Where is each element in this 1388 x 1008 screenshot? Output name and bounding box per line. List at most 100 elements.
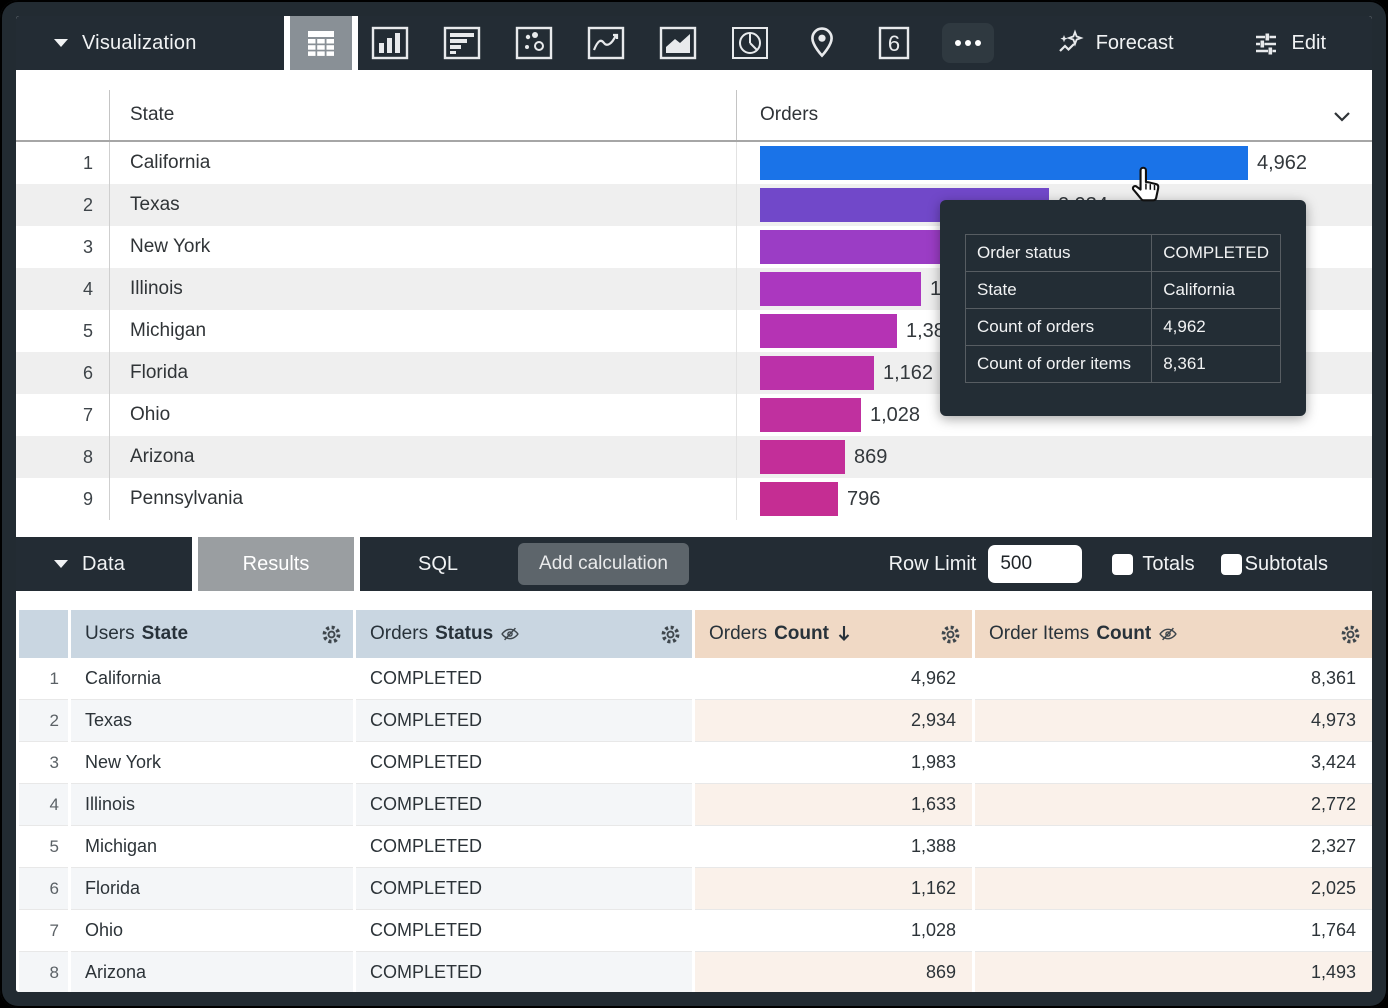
viz-type-pie-chart[interactable] [726,16,774,70]
single-value-icon: 6 [878,26,910,60]
viz-type-map[interactable] [798,16,846,70]
visualization-header-toggle[interactable]: Visualization [16,16,284,70]
status-cell[interactable]: COMPLETED [356,826,692,868]
row-number: 8 [19,952,68,992]
orders-bar[interactable] [760,482,838,516]
table-icon [308,31,334,56]
tooltip-label: Order status [964,234,1153,272]
column-header-orders-count[interactable]: Orders Count [695,610,972,658]
tooltip-value: COMPLETED [1151,234,1281,272]
state-cell[interactable]: Florida [71,868,353,910]
orders-count-cell[interactable]: 1,028 [695,910,972,952]
status-cell[interactable]: COMPLETED [356,910,692,952]
area-chart-icon [659,26,697,60]
state-cell[interactable]: Arizona [71,952,353,992]
orders-count-cell[interactable]: 1,388 [695,826,972,868]
forecast-label: Forecast [1095,31,1174,54]
order-items-count-cell[interactable]: 8,361 [975,658,1372,700]
subtotals-checkbox[interactable] [1220,553,1242,575]
totals-toggle[interactable]: Totals [1112,553,1195,576]
order-items-count-cell[interactable]: 1,764 [975,910,1372,952]
status-cell[interactable]: COMPLETED [356,952,692,992]
order-items-count-cell[interactable]: 2,772 [975,784,1372,826]
gear-icon[interactable] [1339,623,1362,646]
state-cell[interactable]: California [71,658,353,700]
row-number: 7 [19,910,68,952]
column-header-users-state[interactable]: Users State [71,610,353,658]
tooltip-label: Count of order items [964,345,1153,383]
state-cell[interactable]: Texas [71,700,353,742]
tab-results[interactable]: Results [198,537,354,591]
subtotals-label: Subtotals [1244,552,1328,575]
viz-row-number-header [16,90,110,140]
order-items-count-cell[interactable]: 2,025 [975,868,1372,910]
orders-bar[interactable] [760,314,897,348]
table-row: 2 Texas COMPLETED 2,934 4,973 [16,700,1372,742]
caret-down-icon [54,39,68,47]
column-header-orders-status[interactable]: Orders Status [356,610,692,658]
gear-icon[interactable] [320,623,343,646]
chevron-down-icon[interactable] [1330,104,1354,128]
subtotals-toggle[interactable]: Subtotals [1220,552,1328,576]
state-cell[interactable]: New York [71,742,353,784]
orders-bar[interactable] [760,398,861,432]
orders-count-cell[interactable]: 1,162 [695,868,972,910]
status-cell[interactable]: COMPLETED [356,700,692,742]
line-chart-icon [587,26,625,60]
viz-orders-column-header[interactable]: Orders [737,90,1372,140]
orders-bar[interactable] [760,272,921,306]
viz-type-scatter[interactable] [510,16,558,70]
app-content: Visualization [16,16,1372,992]
table-row: 5 Michigan COMPLETED 1,388 2,327 [16,826,1372,868]
data-header-toggle[interactable]: Data [16,537,192,591]
column-field: Count [1096,623,1152,644]
viz-type-more-button[interactable] [942,23,994,63]
orders-count-cell[interactable]: 1,983 [695,742,972,784]
orders-count-cell[interactable]: 1,633 [695,784,972,826]
column-chart-icon [371,26,409,60]
orders-bar[interactable] [760,356,874,390]
viz-type-column-chart[interactable] [366,16,414,70]
tooltip-label: Count of orders [964,308,1153,346]
order-items-count-cell[interactable]: 1,493 [975,952,1372,992]
sort-desc-icon [838,626,850,641]
status-cell[interactable]: COMPLETED [356,742,692,784]
viz-orders-header-label: Orders [760,104,819,125]
viz-type-single-value[interactable]: 6 [870,16,918,70]
viz-state-column-header[interactable]: State [110,90,737,140]
viz-type-table-selected[interactable] [290,16,352,70]
order-items-count-cell[interactable]: 3,424 [975,742,1372,784]
orders-bar[interactable] [760,230,955,264]
viz-type-line-chart[interactable] [582,16,630,70]
edit-button[interactable]: Edit [1252,29,1326,57]
gear-icon[interactable] [939,623,962,646]
state-cell[interactable]: Illinois [71,784,353,826]
viz-type-area-chart[interactable] [654,16,702,70]
totals-checkbox[interactable] [1112,553,1134,575]
add-calculation-button[interactable]: Add calculation [518,543,689,585]
row-number: 8 [16,436,110,478]
status-cell[interactable]: COMPLETED [356,868,692,910]
status-cell[interactable]: COMPLETED [356,658,692,700]
state-cell: New York [110,226,737,268]
orders-count-cell[interactable]: 869 [695,952,972,992]
orders-bar[interactable] [760,146,1248,180]
state-cell[interactable]: Michigan [71,826,353,868]
order-items-count-cell[interactable]: 2,327 [975,826,1372,868]
gear-icon[interactable] [659,623,682,646]
table-row: 6 Florida COMPLETED 1,162 2,025 [16,868,1372,910]
column-header-order-items-count[interactable]: Order Items Count [975,610,1372,658]
state-cell[interactable]: Ohio [71,910,353,952]
column-prefix: Users [85,623,135,644]
tab-sql[interactable]: SQL [418,552,459,575]
forecast-button[interactable]: Forecast [1056,29,1174,57]
row-limit-input[interactable] [988,545,1083,583]
status-cell[interactable]: COMPLETED [356,784,692,826]
orders-count-cell[interactable]: 2,934 [695,700,972,742]
orders-bar[interactable] [760,440,845,474]
order-items-count-cell[interactable]: 4,973 [975,700,1372,742]
tooltip-label: State [964,271,1153,309]
viz-type-bar-chart[interactable] [438,16,486,70]
orders-count-cell[interactable]: 4,962 [695,658,972,700]
